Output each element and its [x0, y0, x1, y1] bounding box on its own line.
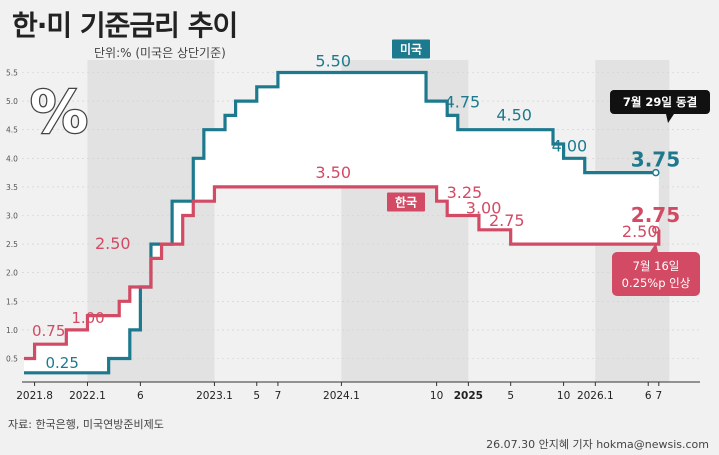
x-tick-label: 2025: [454, 390, 483, 402]
data-label: 4.00: [552, 136, 588, 155]
data-label: 2.50: [622, 222, 658, 241]
data-label: 3.50: [315, 163, 351, 182]
series-tag-us-label: 미국: [400, 42, 422, 57]
y-tick-label: 1.0: [6, 326, 18, 335]
data-label: 3.75: [631, 148, 680, 172]
y-tick-label: 0.5: [6, 355, 18, 364]
x-tick-label: 2022.1: [69, 390, 106, 402]
x-tick-label: 7: [655, 390, 662, 402]
series-tag-us: [392, 39, 430, 59]
page-title: 한·미 기준금리 추이: [12, 9, 238, 42]
us-end-marker: [652, 168, 660, 177]
series-line-kr: [24, 185, 661, 361]
x-tick-label: 10: [557, 390, 570, 402]
y-tick-label: 4.0: [6, 154, 18, 163]
unit-note: 단위:% (미국은 상단기준): [94, 46, 226, 60]
y-tick-label: 3.5: [6, 183, 18, 192]
y-tick-label: 3.0: [6, 212, 18, 221]
data-label: 1.00: [71, 309, 104, 327]
data-label: 4.50: [496, 106, 532, 125]
series-tag-kr-label: 한국: [395, 195, 417, 210]
y-tick-label: 2.0: [6, 269, 18, 278]
credit-note: 26.07.30 안지혜 기자 hokma@newsis.com: [486, 438, 709, 451]
x-tick-label: 2023.1: [196, 390, 233, 402]
x-tick-label: 5: [253, 390, 260, 402]
data-label: 5.50: [315, 52, 351, 71]
y-tick-label: 5.5: [6, 69, 18, 78]
y-tick-label: 2.5: [6, 240, 18, 249]
callout-kr-line2: 0.25%p 인상: [622, 276, 691, 290]
callout-kr-pointer: [650, 243, 658, 252]
data-label: 0.75: [32, 322, 65, 340]
source-note: 자료: 한국은행, 미국연방준비제도: [8, 418, 164, 431]
y-tick-label: 1.5: [6, 297, 18, 306]
x-tick-label: 5: [507, 390, 514, 402]
x-tick-label: 2026.1: [577, 390, 614, 402]
x-tick-label: 6: [137, 390, 144, 402]
spread-fill: [24, 72, 659, 373]
callout-us-box: [610, 90, 710, 114]
x-tick-label: 10: [430, 390, 443, 402]
data-label: 3.00: [466, 199, 502, 218]
kr-end-marker: [652, 226, 660, 234]
data-label: 4.75: [445, 92, 481, 111]
callout-us-pointer: [666, 114, 674, 123]
x-tick-label: 6: [645, 390, 652, 402]
callout-us-text: 7월 29일 동결: [623, 95, 697, 109]
series-line-us: [24, 70, 659, 375]
percent-icon: %: [30, 78, 88, 146]
data-label: 3.25: [447, 183, 483, 202]
series-tag-kr: [387, 192, 425, 212]
data-label: 0.25: [45, 354, 78, 372]
callout-kr-line1: 7월 16일: [633, 259, 680, 273]
data-label: 2.50: [95, 234, 131, 253]
data-label: 2.75: [631, 203, 680, 227]
data-label: 2.75: [489, 211, 525, 230]
callout-kr-box: [612, 252, 700, 296]
x-tick-label: 2021.8: [16, 390, 53, 402]
y-tick-label: 4.5: [6, 126, 18, 135]
x-tick-label: 2024.1: [323, 390, 360, 402]
x-tick-label: 7: [275, 390, 282, 402]
y-tick-label: 5.0: [6, 97, 18, 106]
